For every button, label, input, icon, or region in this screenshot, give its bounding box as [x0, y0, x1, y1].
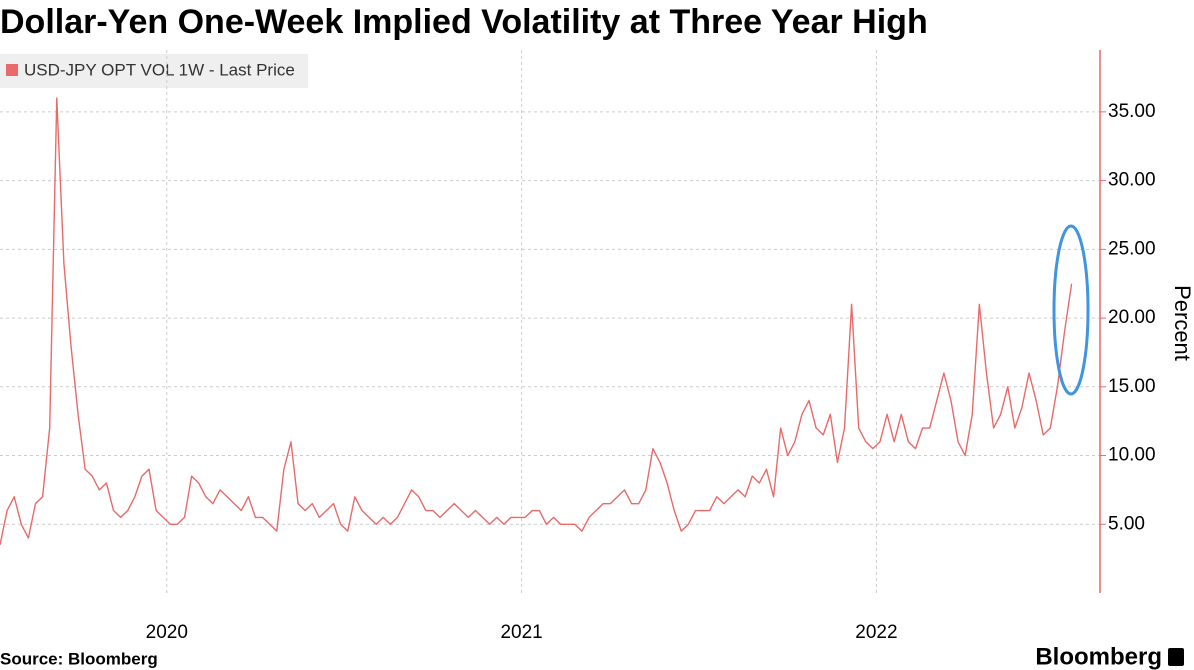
legend-swatch — [6, 64, 18, 76]
highlight-ellipse — [1052, 224, 1090, 396]
y-tick-label: 10.00 — [1108, 445, 1156, 466]
brand-icon — [1168, 648, 1184, 666]
y-tick-label: 15.00 — [1108, 376, 1156, 397]
plot-area: 5.00 10.00 15.00 20.00 25.00 30.00 35.00 2020 20… — [0, 50, 1156, 643]
y-tick-label: 30.00 — [1108, 170, 1156, 191]
legend-box — [0, 54, 308, 88]
legend-label: USD-JPY OPT VOL 1W - Last Price — [24, 60, 295, 79]
source: Source: Bloomberg — [0, 649, 158, 668]
y-tick-label: 5.00 — [1108, 513, 1145, 534]
x-tick-label: 2022 — [855, 622, 897, 643]
series-line — [0, 97, 1073, 546]
y-tick-label: 35.00 — [1108, 101, 1156, 122]
legend: USD-JPY OPT VOL 1W - Last Price — [0, 54, 308, 88]
x-tick-label: 2021 — [500, 622, 542, 643]
brand: Bloomberg — [1035, 643, 1162, 670]
y-tick-label: 20.00 — [1108, 307, 1156, 328]
y-tick-label: 25.00 — [1108, 238, 1156, 259]
x-tick-label: 2020 — [146, 622, 188, 643]
chart-title: Dollar-Yen One-Week Implied Volatility a… — [0, 3, 928, 41]
y-axis-label: Percent — [1170, 285, 1194, 361]
